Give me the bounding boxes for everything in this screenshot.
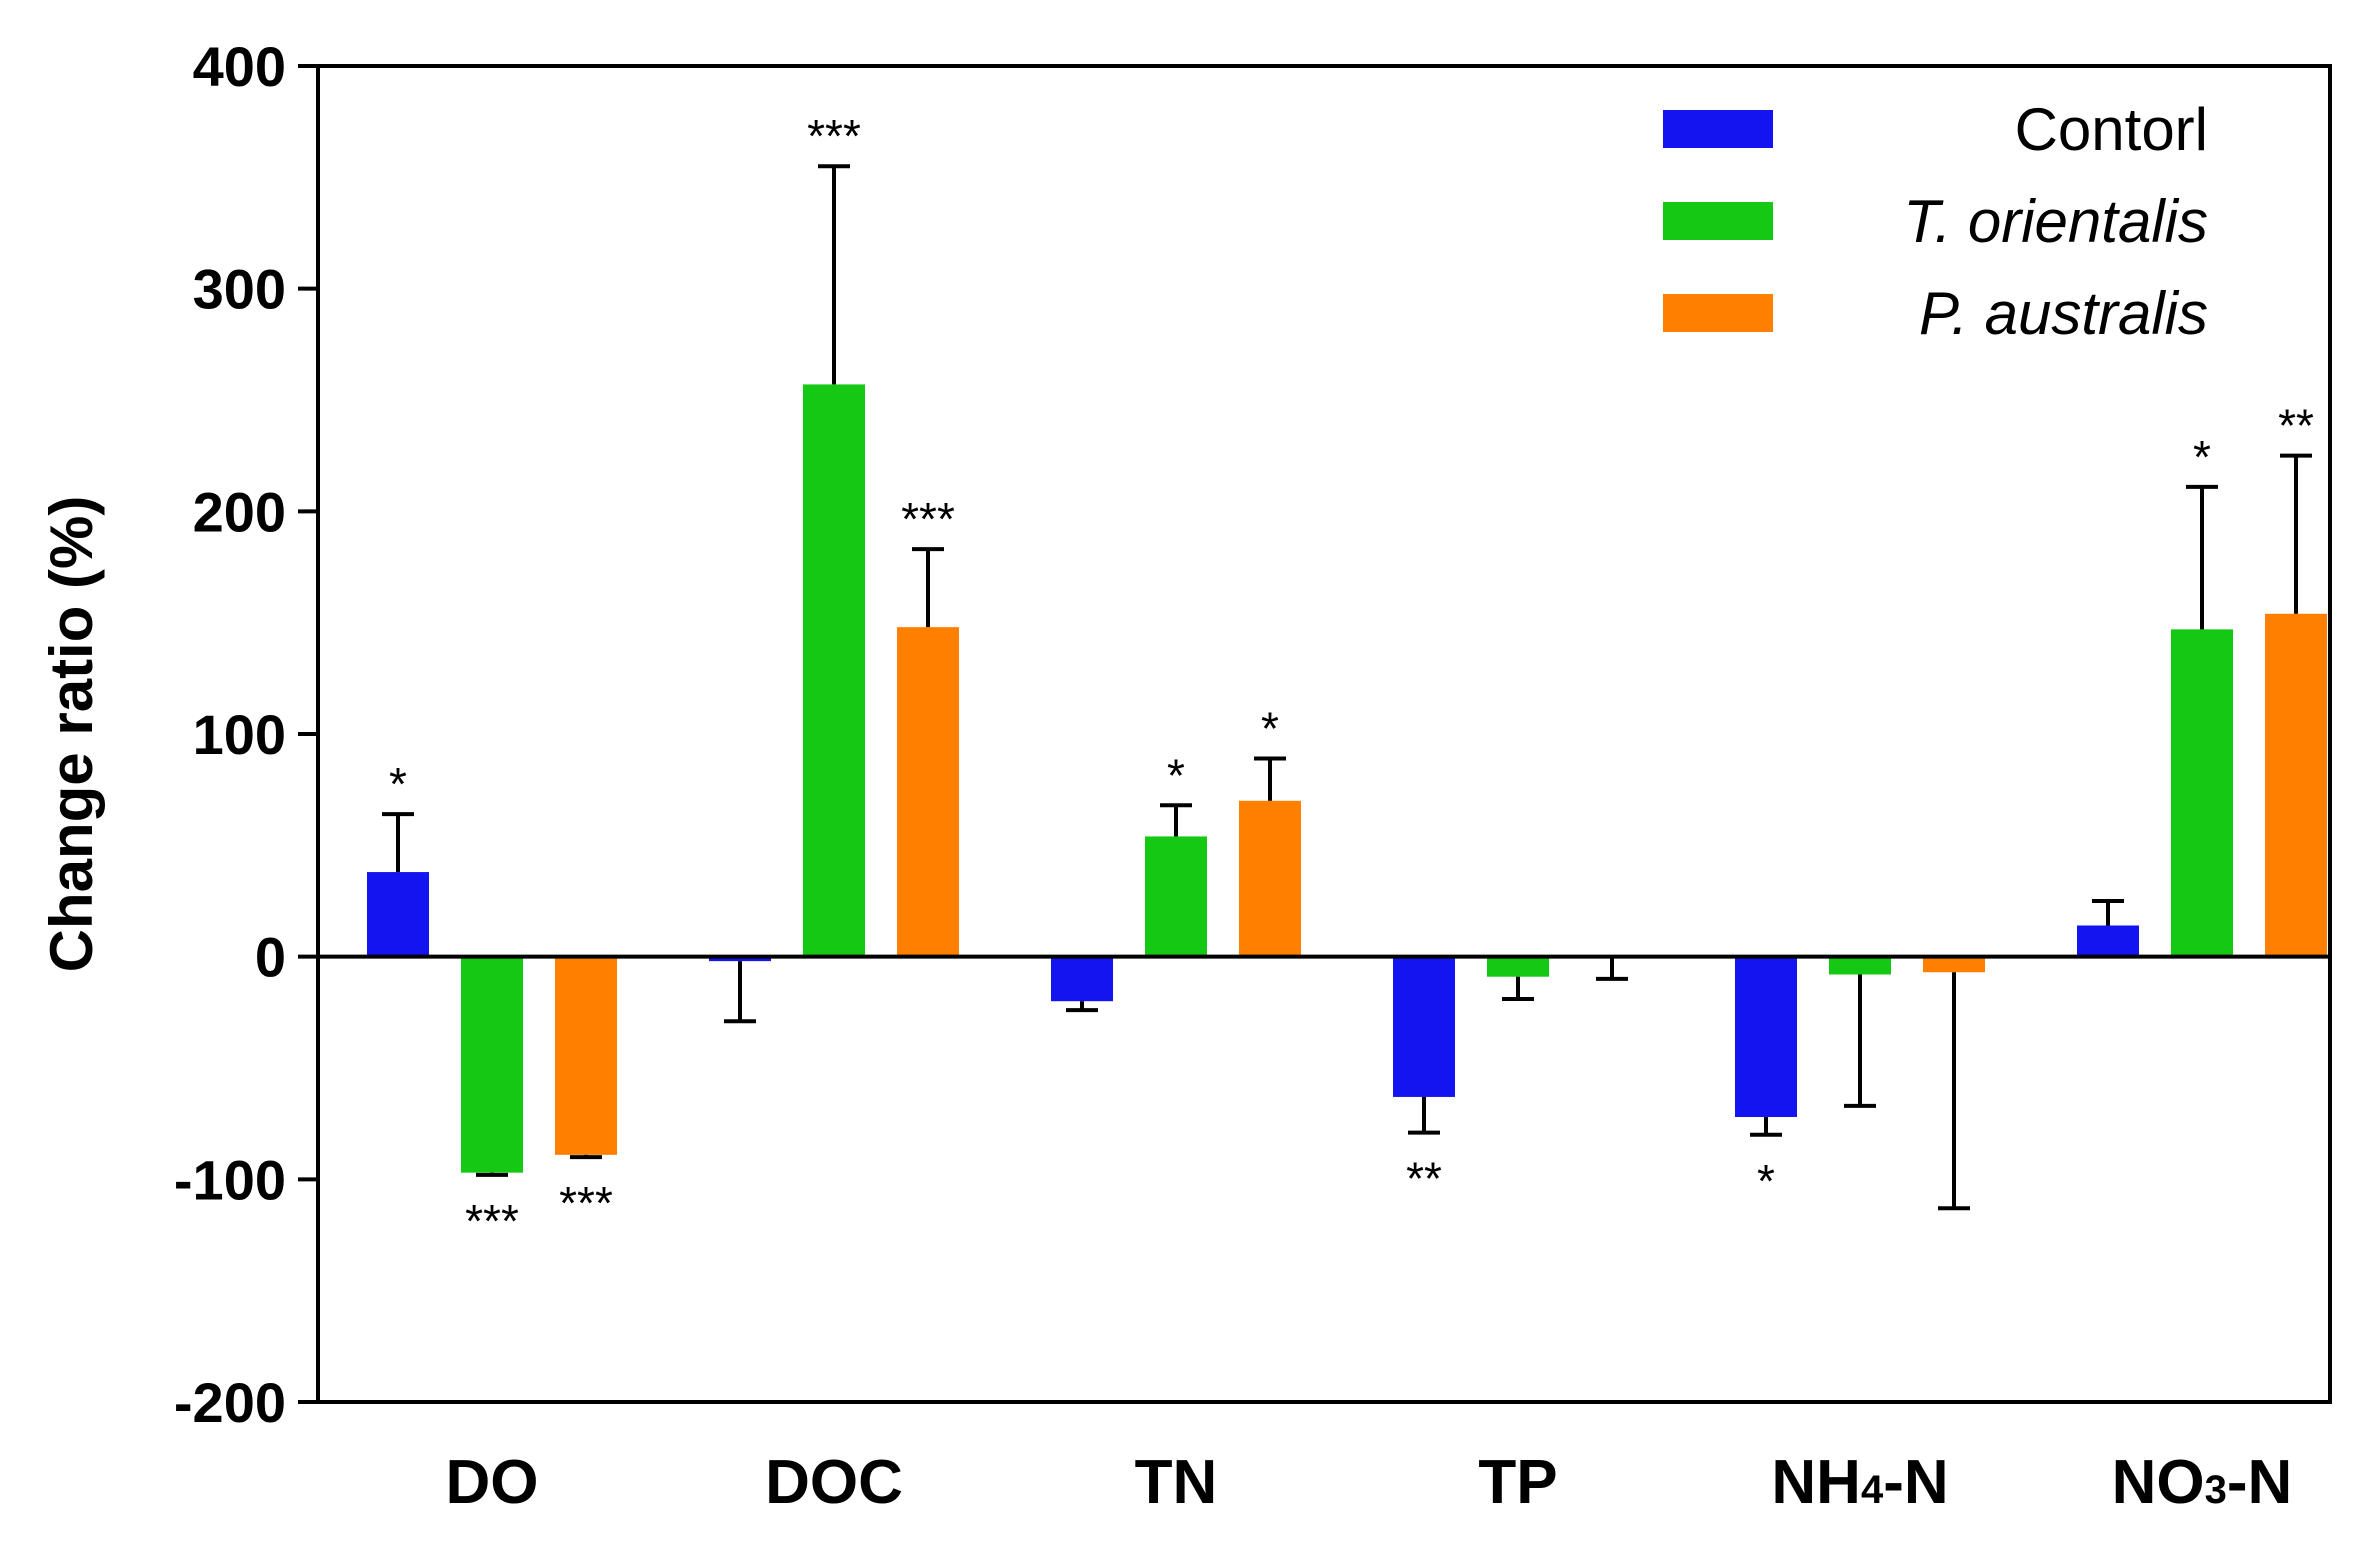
y-axis-title: Change ratio (%) <box>38 496 105 973</box>
significance-label: ** <box>1406 1153 1442 1205</box>
significance-label: * <box>1167 749 1185 801</box>
legend-label: T. orientalis <box>1903 188 2208 255</box>
significance-label: * <box>1261 702 1279 754</box>
bar <box>1735 956 1797 1117</box>
y-tick-label: 400 <box>193 35 286 98</box>
bar <box>897 627 959 957</box>
significance-label: *** <box>465 1195 519 1247</box>
y-tick-label: -200 <box>174 1371 286 1434</box>
x-tick-label: TN <box>1135 1448 1218 1517</box>
bar <box>2265 613 2327 957</box>
significance-label: ** <box>2278 400 2314 452</box>
x-tick-label-main: NO <box>2112 1448 2205 1517</box>
significance-label: *** <box>807 110 861 162</box>
x-tick-label: DO <box>446 1448 539 1517</box>
significance-label: *** <box>901 493 955 545</box>
bar <box>1923 956 1985 973</box>
bar <box>1393 956 1455 1097</box>
significance-label: * <box>1757 1155 1775 1207</box>
bar <box>1051 956 1113 1002</box>
x-tick-label-main: TP <box>1478 1448 1557 1517</box>
x-tick-label-main: TN <box>1135 1448 1218 1517</box>
plot-frame <box>316 64 2332 1404</box>
x-tick-label-main: DO <box>446 1448 539 1517</box>
bar <box>367 872 429 957</box>
x-tick-label-main: NH <box>1771 1448 1861 1517</box>
y-tick-label: 200 <box>193 480 286 543</box>
bar <box>803 384 865 957</box>
bar <box>2171 629 2233 957</box>
y-tick-label: 100 <box>193 703 286 766</box>
bar <box>1487 956 1549 977</box>
x-tick-label-tail: -N <box>2227 1448 2292 1517</box>
x-tick-label: NH4-N <box>1771 1448 1948 1517</box>
legend-swatch <box>1663 294 1773 332</box>
y-tick-label: 0 <box>255 926 286 989</box>
y-tick-label: -100 <box>174 1148 286 1211</box>
x-tick-label-main: DOC <box>765 1448 903 1517</box>
bar <box>1239 800 1301 957</box>
bar <box>2077 925 2139 957</box>
legend-label: Contorl <box>2015 96 2208 163</box>
plot-area: *** ****************** <box>367 110 2327 1247</box>
legend-swatch <box>1663 202 1773 240</box>
bar <box>1829 956 1891 975</box>
x-tick-label: NO3-N <box>2112 1448 2293 1517</box>
significance-label: * <box>389 758 407 810</box>
significance-label: *** <box>559 1177 613 1229</box>
bar <box>1145 836 1207 957</box>
bar <box>709 956 771 962</box>
x-tick-label-sub: 3 <box>2205 1468 2227 1512</box>
x-tick-label-sub: 4 <box>1861 1468 1884 1512</box>
legend-swatch <box>1663 110 1773 148</box>
x-tick-label: DOC <box>765 1448 903 1517</box>
x-axis: DO DOC TN TP NH4-N NO3-N <box>446 1448 2293 1517</box>
y-axis: -200 -100 0 100 200 300 400 <box>174 35 318 1434</box>
legend-label: P. australis <box>1919 280 2208 347</box>
legend: Contorl T. orientalis P. australis <box>1663 96 2208 347</box>
y-tick-label: 300 <box>193 258 286 321</box>
x-tick-label-tail: -N <box>1883 1448 1948 1517</box>
bar <box>555 956 617 1155</box>
x-tick-label: TP <box>1478 1448 1557 1517</box>
significance-label: * <box>2193 431 2211 483</box>
bar <box>461 956 523 1173</box>
